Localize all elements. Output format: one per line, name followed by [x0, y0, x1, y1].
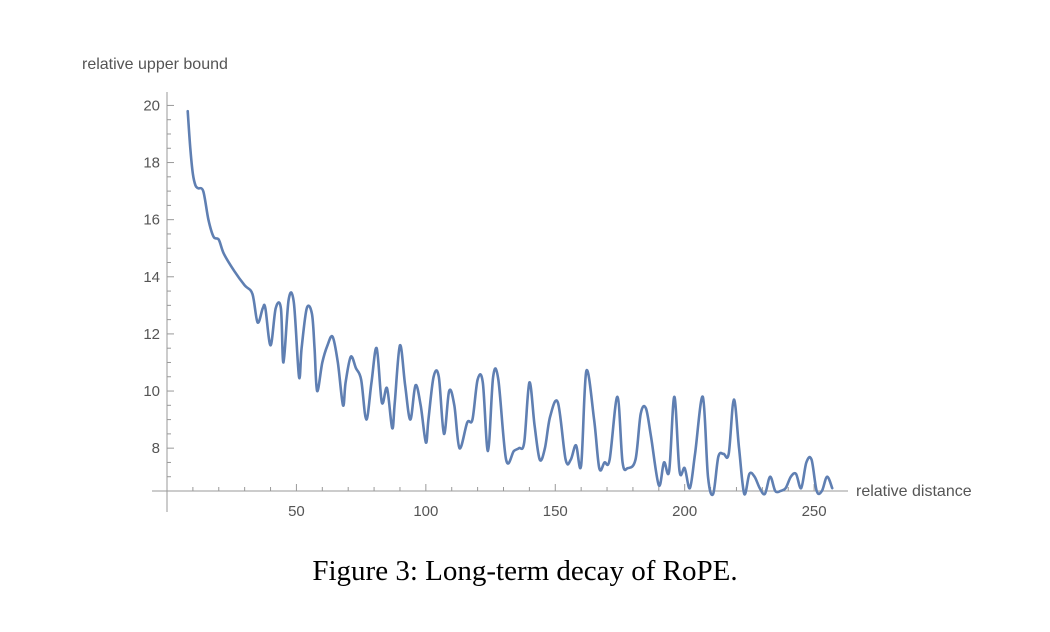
figure-caption: Figure 3: Long-term decay of RoPE. — [312, 555, 738, 587]
y-tick-label: 14 — [143, 269, 160, 286]
y-tick-label: 10 — [143, 383, 160, 400]
axes — [152, 92, 848, 512]
y-tick-label: 16 — [143, 212, 160, 229]
rope-decay-chart: relative upper bound relative distance 5… — [82, 56, 972, 520]
y-tick-label: 20 — [143, 97, 160, 114]
x-tick-label: 250 — [802, 503, 827, 520]
x-axis-label: relative distance — [856, 483, 972, 500]
x-tick-label: 150 — [543, 503, 568, 520]
tick-labels: 50 100 150 200 250 8 10 12 14 16 18 20 — [143, 97, 826, 520]
y-axis-label: relative upper bound — [82, 56, 228, 73]
y-tick-label: 18 — [143, 155, 160, 172]
x-tick-label: 100 — [413, 503, 438, 520]
x-tick-label: 200 — [672, 503, 697, 520]
series-line — [186, 109, 834, 497]
y-tick-label: 12 — [143, 326, 160, 343]
x-tick-label: 50 — [288, 503, 305, 520]
y-tick-label: 8 — [152, 440, 160, 457]
